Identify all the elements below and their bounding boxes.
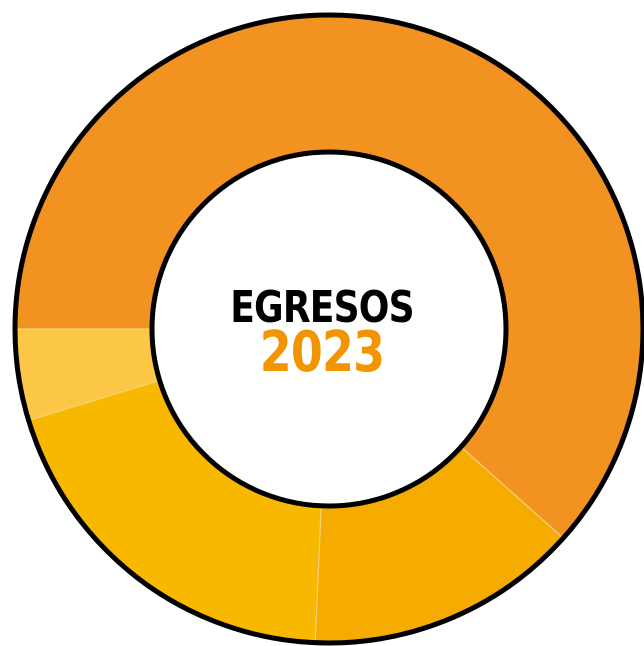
donut-slice-3 <box>28 380 322 643</box>
outer-border <box>12 12 644 646</box>
chart-subtitle: 2023 <box>259 320 385 385</box>
inner-border <box>149 149 509 509</box>
donut-slice-1 <box>15 15 644 539</box>
donut-slice-2 <box>315 446 564 643</box>
slice-separator-2 <box>460 446 564 539</box>
donut-slice-4 <box>15 329 160 421</box>
donut-slices <box>15 15 644 643</box>
chart-title: EGRESOS <box>230 282 414 333</box>
slice-separator-3 <box>314 505 322 643</box>
slice-separator-4 <box>28 379 160 421</box>
slice-separators <box>15 328 564 643</box>
